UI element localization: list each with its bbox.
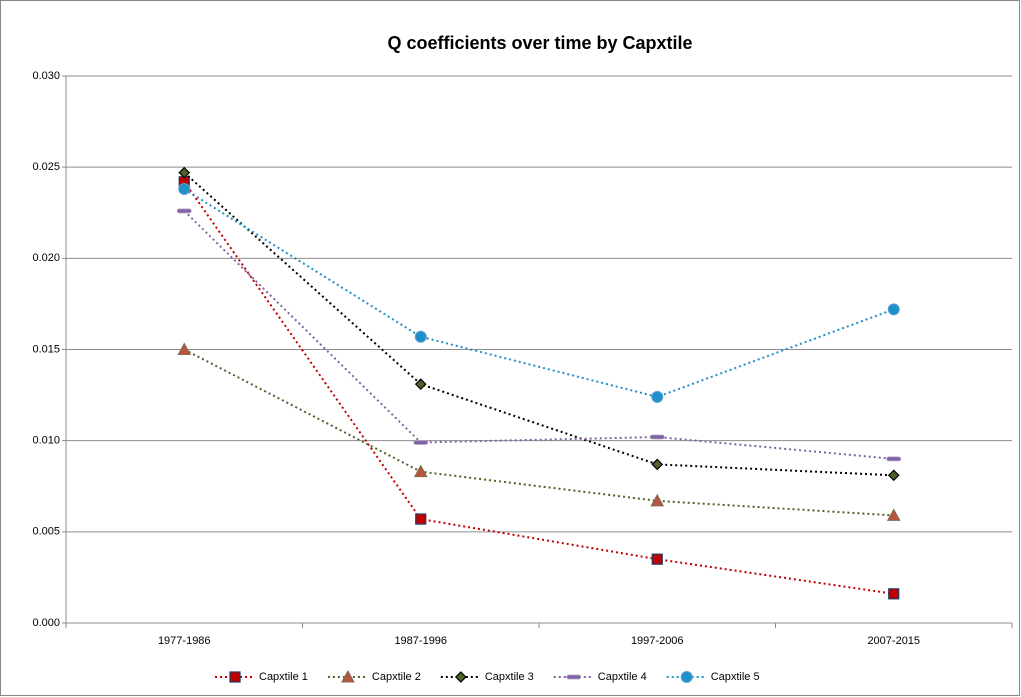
marker (651, 553, 663, 565)
y-tick-label: 0.005 (32, 526, 60, 538)
chart-title: Q coefficients over time by Capxtile (387, 33, 692, 53)
marker (178, 183, 191, 196)
marker (341, 669, 355, 683)
x-tick-label: 1987-1996 (394, 635, 447, 647)
legend-label: Capxtile 1 (259, 671, 308, 683)
legend-item: Capxtile 5 (666, 671, 760, 683)
marker (178, 166, 191, 179)
y-tick-label: 0.020 (32, 252, 60, 264)
series-line (183, 188, 895, 398)
series-line (183, 348, 894, 517)
legend-label: Capxtile 5 (711, 671, 760, 683)
legend-item: Capxtile 3 (440, 671, 534, 683)
marker (651, 390, 664, 403)
marker (650, 493, 665, 507)
legend-item: Capxtile 1 (215, 671, 308, 683)
legend-item: Capxtile 2 (327, 669, 421, 683)
y-tick-label: 0.030 (32, 70, 60, 82)
x-tick-label: 1977-1986 (158, 635, 211, 647)
y-tick-label: 0.000 (32, 617, 60, 629)
marker (888, 588, 900, 600)
marker (229, 671, 241, 683)
series-line (183, 181, 894, 595)
legend-item: Capxtile 4 (553, 671, 647, 683)
x-tick-label: 2007-2015 (867, 635, 920, 647)
marker (413, 440, 429, 445)
marker (414, 330, 427, 343)
series-line (183, 171, 894, 477)
legend-label: Capxtile 3 (485, 671, 534, 683)
legend-label: Capxtile 4 (598, 671, 647, 683)
marker (414, 378, 427, 390)
marker (177, 342, 192, 355)
y-tick-label: 0.010 (32, 435, 60, 447)
marker (887, 469, 900, 482)
marker (649, 434, 665, 440)
legend-label: Capxtile 2 (372, 671, 421, 683)
x-tick-label: 1997-2006 (631, 635, 684, 647)
marker (566, 674, 582, 680)
marker (886, 508, 901, 521)
marker (887, 303, 900, 316)
marker (680, 671, 693, 683)
marker (415, 513, 427, 525)
marker (176, 208, 192, 214)
marker (413, 464, 428, 478)
marker (454, 671, 467, 683)
y-tick-label: 0.015 (32, 343, 60, 355)
marker (651, 458, 664, 471)
series-line (183, 210, 894, 460)
y-tick-label: 0.025 (32, 161, 60, 173)
marker (886, 456, 902, 462)
